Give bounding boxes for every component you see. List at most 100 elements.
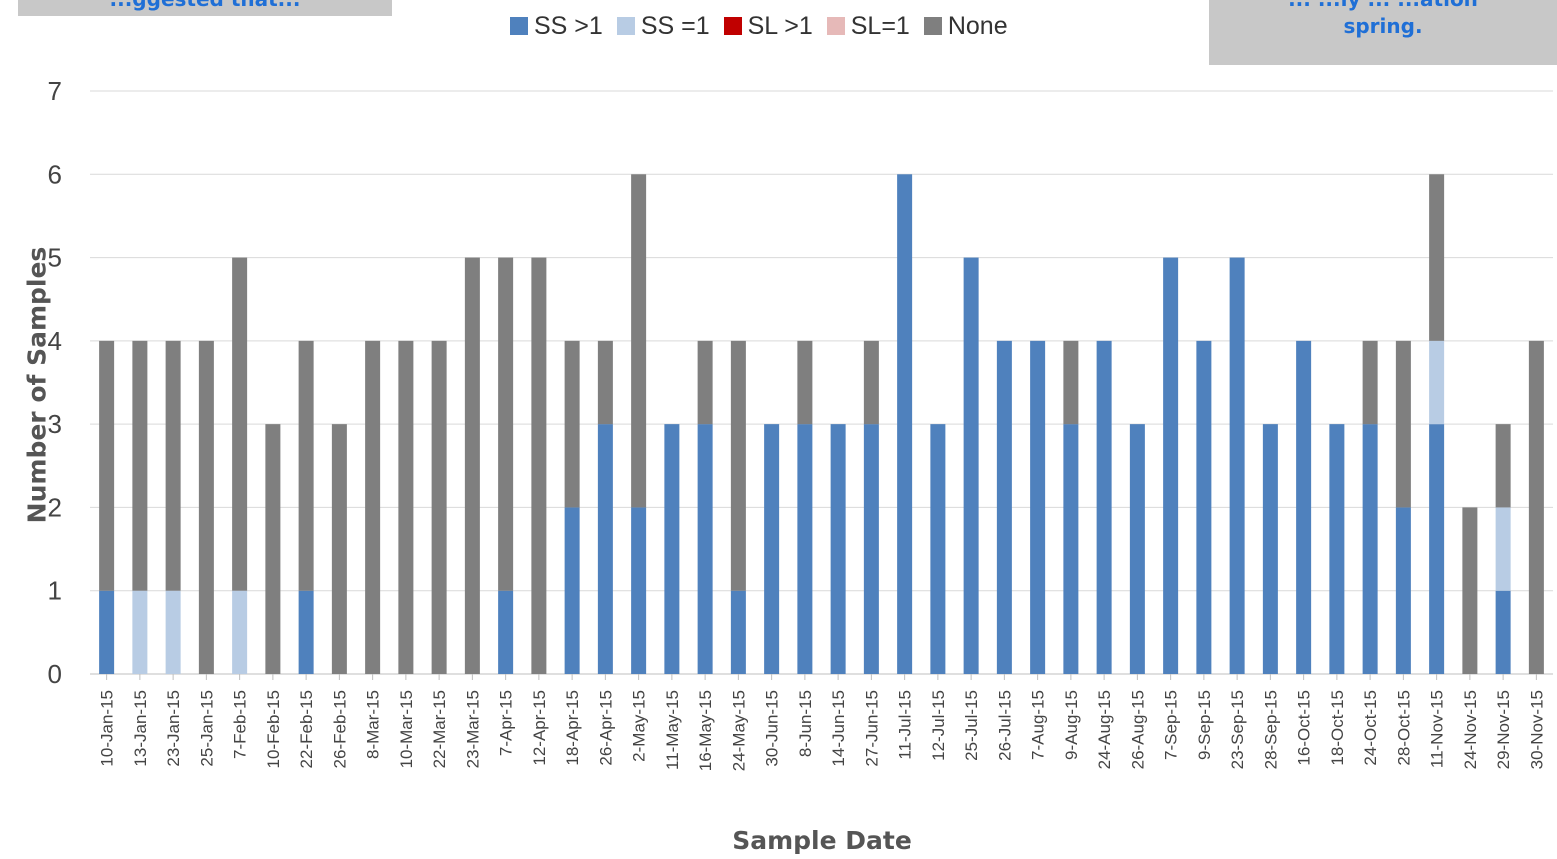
bar-segment-ss-gt1 [863,424,879,674]
x-tick-label: 29-Nov-15 [1494,690,1513,769]
bar-segment-ss-gt1 [498,590,514,674]
bar-segment-none [232,257,248,591]
y-tick-label: 6 [48,159,62,189]
bar-segment-ss-gt1 [1196,340,1212,674]
x-tick-label: 8-Mar-15 [364,690,383,759]
x-tick-label: 28-Sep-15 [1261,690,1280,769]
bar-segment-none [165,340,181,591]
x-tick-label: 28-Oct-15 [1394,690,1413,766]
x-tick-label: 18-Apr-15 [563,690,582,766]
bar-segment-ss-gt1 [830,424,846,674]
bar-segment-ss-gt1 [564,507,580,674]
x-tick-label: 26-Feb-15 [330,690,349,768]
bar-segment-none [1429,174,1445,341]
bar-segment-ss-eq1 [1429,340,1445,425]
x-tick-label: 23-Jan-15 [164,690,183,767]
x-tick-label: 27-Jun-15 [862,690,881,767]
x-tick-label: 23-Mar-15 [463,690,482,768]
bar-segment-ss-gt1 [597,424,613,674]
bar-segment-none [1528,340,1544,674]
bar-segment-none [198,340,214,674]
bar-segment-ss-gt1 [1329,424,1345,674]
x-tick-label: 13-Jan-15 [131,690,150,767]
bar-segment-ss-gt1 [99,590,115,674]
chart-legend: SS >1 SS =1 SL >1 SL=1 None [510,10,1022,42]
bar-segment-ss-eq1 [165,590,181,674]
bar-segment-ss-gt1 [631,507,647,674]
legend-item: None [923,11,1008,41]
bar-segment-none [697,340,713,425]
x-tick-label: 2-May-15 [630,690,649,762]
x-tick-label: 24-Nov-15 [1461,690,1480,769]
y-tick-label: 5 [48,243,62,273]
legend-label: SS >1 [534,11,603,40]
bar-segment-none [431,340,447,674]
x-tick-label: 7-Apr-15 [497,690,516,756]
legend-swatch [616,17,635,35]
x-tick-label: 22-Feb-15 [297,690,316,768]
legend-label: None [947,11,1008,40]
bar-segment-none [498,257,514,591]
bar-segment-none [1362,340,1378,425]
legend-label: SS =1 [640,11,710,40]
bar-segment-none [1495,424,1511,508]
bar-segment-none [1063,340,1079,425]
x-tick-label: 16-Oct-15 [1295,690,1314,766]
x-tick-label: 24-May-15 [729,690,748,771]
x-tick-label: 25-Jul-15 [962,690,981,761]
bar-segment-ss-gt1 [730,590,746,674]
callout-right-line2: spring. [1343,14,1423,38]
bar-segment-ss-gt1 [1129,424,1145,674]
bar-segment-none [797,340,813,425]
y-tick-label: 0 [48,659,62,689]
legend-swatch [723,17,742,35]
x-tick-label: 12-Jul-15 [929,690,948,761]
bar-segment-none [730,340,746,591]
bar-segment-none [564,340,580,508]
bar-segment-ss-gt1 [963,257,979,674]
legend-item: SL >1 [723,12,813,41]
x-tick-label: 24-Aug-15 [1095,690,1114,769]
y-tick-label: 7 [48,76,62,106]
x-tick-label: 7-Feb-15 [231,690,250,759]
x-tick-label: 11-Jul-15 [896,690,915,760]
x-tick-label: 9-Sep-15 [1195,690,1214,760]
legend-item: SS >1 [510,12,603,41]
x-tick-label: 30-Jun-15 [763,690,782,767]
bar-segment-none [331,424,347,674]
y-tick-label: 3 [48,409,62,439]
x-tick-label: 16-May-15 [696,690,715,771]
bar-segment-ss-gt1 [1296,340,1312,674]
x-tick-label: 26-Jul-15 [995,690,1014,761]
legend-swatch [510,17,528,35]
bar-segment-none [1462,507,1478,674]
bar-segment-ss-gt1 [1429,424,1445,674]
annotation-callout-right: ... ...ly ... ...ation spring. [1209,0,1557,65]
y-tick-label: 4 [48,326,62,356]
annotation-callout-left: ...ggested that... [18,0,392,16]
bar-segment-none [531,257,547,674]
bar-segment-ss-gt1 [664,424,680,674]
x-tick-label: 9-Aug-15 [1062,690,1081,760]
bar-segment-ss-gt1 [1096,340,1112,674]
y-axis-title: Number of Samples [22,246,52,524]
legend-item: SS =1 [616,11,710,41]
bar-segment-ss-gt1 [1262,424,1278,674]
legend-swatch [826,17,845,35]
bar-segment-ss-gt1 [797,424,813,674]
bar-segment-ss-gt1 [996,340,1012,674]
y-tick-label: 1 [48,576,62,606]
x-tick-label: 26-Apr-15 [596,690,615,766]
x-tick-label: 26-Aug-15 [1128,690,1147,769]
bar-segment-none [597,340,613,425]
x-tick-label: 23-Sep-15 [1228,690,1247,769]
bar-segment-ss-gt1 [1395,507,1411,674]
bar-segment-ss-gt1 [897,174,913,675]
bar-segment-ss-eq1 [1495,507,1511,591]
bar-segment-none [265,424,281,674]
x-tick-label: 14-Jun-15 [829,690,848,767]
bar-segment-ss-gt1 [1030,340,1046,674]
bar-segment-none [464,257,480,674]
x-tick-label: 12-Apr-15 [530,690,549,766]
